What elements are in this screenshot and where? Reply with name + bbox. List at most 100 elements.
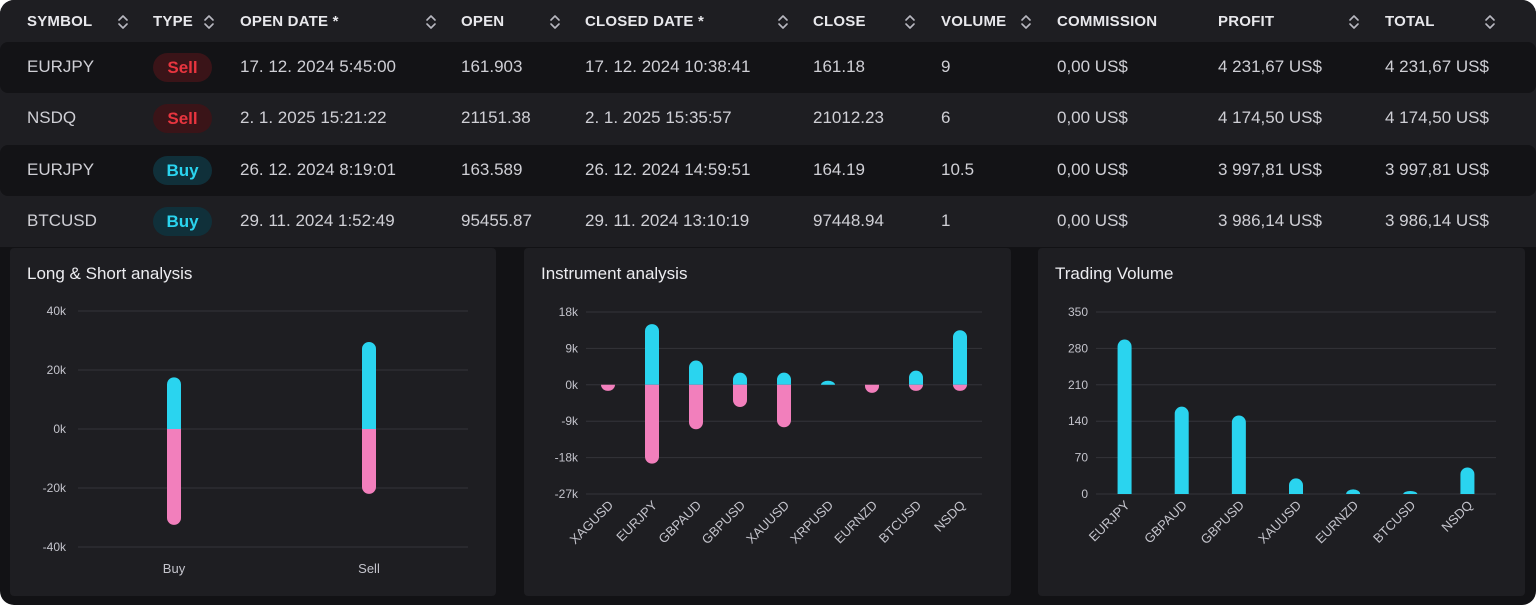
bar-buy-positive[interactable] xyxy=(167,377,181,429)
bar-gbpusd-negative[interactable] xyxy=(733,384,747,408)
y-tick-label: -9k xyxy=(561,414,579,428)
bar-nsdq-negative[interactable] xyxy=(953,384,967,391)
sort-up-down-icon[interactable] xyxy=(425,13,437,31)
bar-gbpusd-positive[interactable] xyxy=(733,372,747,385)
y-tick-label: 0 xyxy=(1081,487,1088,501)
table-row[interactable]: EURJPY Sell 17. 12. 2024 5:45:00 161.903… xyxy=(0,42,1536,93)
x-tick-label: EURNZD xyxy=(1312,498,1361,547)
bar-xauusd-positive[interactable] xyxy=(1289,478,1303,494)
y-tick-label: -20k xyxy=(43,481,67,495)
instrument-analysis-panel: Instrument analysis 18k 9k 0k -9k -18k -27k XA… xyxy=(524,248,1011,596)
bar-gbpaud-positive[interactable] xyxy=(1174,406,1189,494)
table-header: SYMBOL TYPE OPEN DATE * OPEN CLOSED DATE… xyxy=(0,0,1536,42)
column-header-close[interactable]: CLOSE xyxy=(813,12,866,32)
bar-buy-negative[interactable] xyxy=(167,429,181,525)
bar-eurjpy-negative[interactable] xyxy=(645,384,659,464)
bar-gbpusd-positive[interactable] xyxy=(1231,415,1246,494)
table-row[interactable]: EURJPY Buy 26. 12. 2024 8:19:01 163.589 … xyxy=(0,145,1536,196)
panel-title: Long & Short analysis xyxy=(27,264,193,283)
sort-up-down-icon[interactable] xyxy=(1484,13,1496,31)
column-header-total[interactable]: TOTAL xyxy=(1385,12,1435,32)
cell-commission: 0,00 US$ xyxy=(1057,160,1128,179)
cell-profit: 4 231,67 US$ xyxy=(1218,57,1322,76)
y-tick-label: 0k xyxy=(565,378,579,392)
sort-up-down-icon[interactable] xyxy=(549,13,561,31)
cell-total: 3 986,14 US$ xyxy=(1385,211,1489,230)
cell-total: 4 231,67 US$ xyxy=(1385,57,1489,76)
x-tick-label: Sell xyxy=(358,561,380,576)
y-tick-label: 18k xyxy=(559,305,579,319)
cell-open: 163.589 xyxy=(461,160,523,179)
x-tick-label: NSDQ xyxy=(931,498,968,535)
sort-up-down-icon[interactable] xyxy=(904,13,916,31)
bar-xrpusd-positive[interactable] xyxy=(821,380,835,385)
cell-commission: 0,00 US$ xyxy=(1057,211,1128,230)
panel-title: Trading Volume xyxy=(1055,264,1174,283)
cell-closed-date: 2. 1. 2025 15:35:57 xyxy=(585,108,732,127)
bar-eurjpy-positive[interactable] xyxy=(1117,339,1132,494)
sort-up-down-icon[interactable] xyxy=(117,13,129,31)
sort-up-down-icon[interactable] xyxy=(203,13,215,31)
type-badge: Sell xyxy=(153,104,212,133)
bar-xagusd-negative[interactable] xyxy=(601,384,615,391)
cell-volume: 1 xyxy=(941,211,951,230)
column-header-label: COMMISSION xyxy=(1057,12,1158,30)
y-tick-label: -40k xyxy=(43,540,67,554)
cell-open-date: 29. 11. 2024 1:52:49 xyxy=(240,211,395,230)
cell-profit: 3 986,14 US$ xyxy=(1218,211,1322,230)
bar-btcusd-positive[interactable] xyxy=(1403,491,1418,494)
cell-closed-date: 17. 12. 2024 10:38:41 xyxy=(585,57,751,76)
cell-symbol: BTCUSD xyxy=(27,211,97,230)
cell-commission: 0,00 US$ xyxy=(1057,108,1128,127)
bar-sell-positive[interactable] xyxy=(362,341,376,429)
cell-volume: 10.5 xyxy=(941,160,975,179)
column-header-symbol[interactable]: SYMBOL xyxy=(27,12,92,32)
cell-open-date: 2. 1. 2025 15:21:22 xyxy=(240,108,387,127)
column-header-label: TOTAL xyxy=(1385,12,1435,30)
y-tick-label: -27k xyxy=(555,487,579,501)
cell-total: 4 174,50 US$ xyxy=(1385,108,1489,127)
column-header-volume[interactable]: VOLUME xyxy=(941,12,1006,32)
y-tick-label: 40k xyxy=(47,304,67,318)
bar-btcusd-negative[interactable] xyxy=(909,384,923,391)
bar-gbpaud-negative[interactable] xyxy=(689,384,703,430)
column-header-label: OPEN xyxy=(461,12,505,30)
panel-title: Instrument analysis xyxy=(541,264,688,283)
bar-sell-negative[interactable] xyxy=(362,429,376,494)
bar-eurjpy-positive[interactable] xyxy=(645,324,659,385)
column-header-type[interactable]: TYPE xyxy=(153,12,193,32)
x-tick-label: EURNZD xyxy=(831,498,880,547)
table-row[interactable]: BTCUSD Buy 29. 11. 2024 1:52:49 95455.87… xyxy=(0,196,1536,247)
bar-nsdq-positive[interactable] xyxy=(1460,467,1475,494)
bar-eurnzd-positive[interactable] xyxy=(1346,489,1361,494)
y-tick-label: 70 xyxy=(1075,451,1089,465)
column-header-open-date[interactable]: OPEN DATE * xyxy=(240,12,339,32)
bar-btcusd-positive[interactable] xyxy=(909,370,923,385)
x-tick-label: NSDQ xyxy=(1438,498,1475,535)
sort-up-down-icon[interactable] xyxy=(777,13,789,31)
cell-symbol: EURJPY xyxy=(27,57,95,76)
cell-open: 161.903 xyxy=(461,57,523,76)
sort-up-down-icon[interactable] xyxy=(1020,13,1032,31)
column-header-commission[interactable]: COMMISSION xyxy=(1057,12,1157,32)
column-header-label: VOLUME xyxy=(941,12,1007,30)
cell-volume: 9 xyxy=(941,57,951,76)
bar-xauusd-negative[interactable] xyxy=(777,384,791,428)
column-header-open[interactable]: OPEN xyxy=(461,12,504,32)
table-row[interactable]: NSDQ Sell 2. 1. 2025 15:21:22 21151.38 2… xyxy=(0,93,1536,144)
cell-closed-date: 26. 12. 2024 14:59:51 xyxy=(585,160,751,179)
bar-nsdq-positive[interactable] xyxy=(953,330,967,385)
x-tick-label: EURJPY xyxy=(1086,497,1133,544)
column-header-closed-date[interactable]: CLOSED DATE * xyxy=(585,12,704,32)
bar-gbpaud-positive[interactable] xyxy=(689,360,703,385)
sort-up-down-icon[interactable] xyxy=(1348,13,1360,31)
column-header-profit[interactable]: PROFIT xyxy=(1218,12,1274,32)
cell-close: 21012.23 xyxy=(813,108,884,127)
x-tick-label: EURJPY xyxy=(613,497,660,544)
cell-closed-date: 29. 11. 2024 13:10:19 xyxy=(585,211,750,230)
x-tick-label: XAGUSD xyxy=(567,498,616,547)
bar-eurnzd-negative[interactable] xyxy=(865,384,879,393)
bar-xauusd-positive[interactable] xyxy=(777,372,791,385)
